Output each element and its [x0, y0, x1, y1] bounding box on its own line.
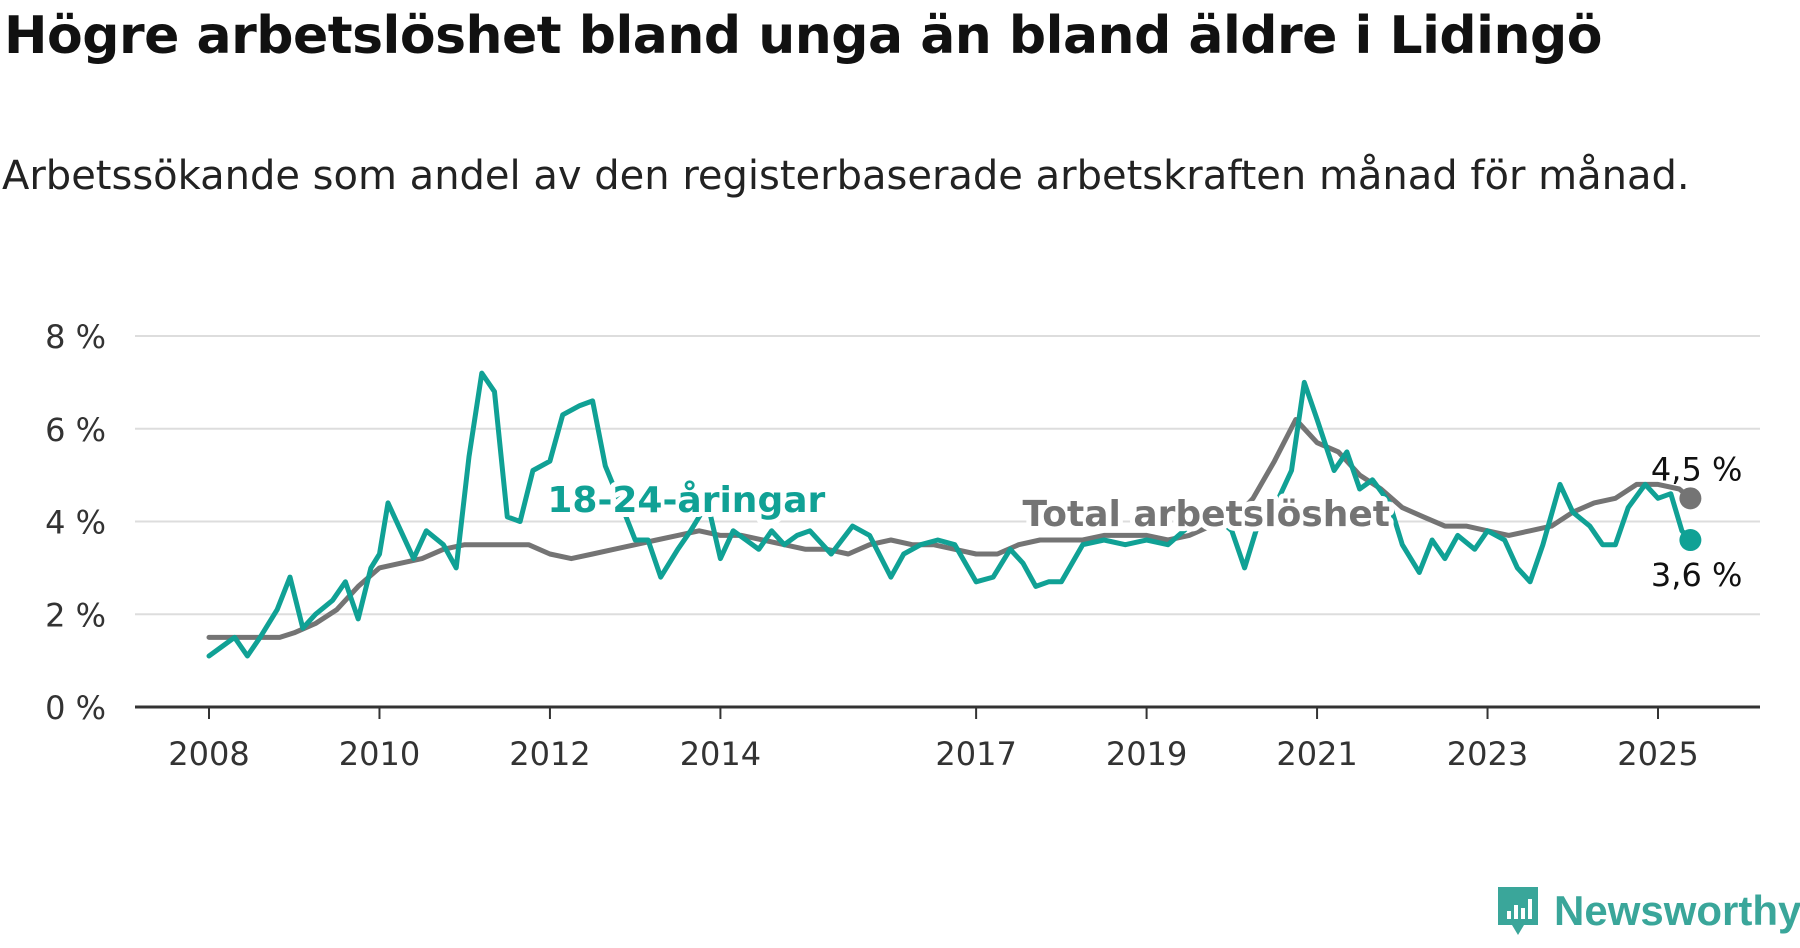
- end-label-youth: 3,6 %: [1651, 556, 1742, 594]
- end-marker-18-24-åringar: [1679, 529, 1702, 552]
- y-tick-label: 8 %: [45, 318, 106, 356]
- x-tick-label: 2025: [1617, 735, 1698, 773]
- series-line-total-arbetslöshet: [206, 417, 1693, 640]
- y-tick-label: 4 %: [45, 504, 106, 542]
- newsworthy-logo-icon: [1498, 887, 1538, 935]
- series-annotation-total-arbetslöshet: Total arbetslöshet: [1022, 494, 1390, 535]
- x-tick-label: 2017: [935, 735, 1016, 773]
- x-tick-label: 2010: [339, 735, 420, 773]
- x-tick-label: 2012: [509, 735, 590, 773]
- y-tick-label: 6 %: [45, 411, 106, 449]
- newsworthy-brand[interactable]: Newsworthy: [1494, 878, 1800, 944]
- end-marker-total-arbetslöshet: [1679, 487, 1702, 510]
- y-tick-label: 2 %: [45, 596, 106, 634]
- series-line-18-24-åringar: [206, 370, 1693, 659]
- chart-subtitle: Arbetssökande som andel av den registerb…: [2, 153, 1690, 199]
- brand-name: Newsworthy: [1554, 887, 1800, 934]
- x-tick-label: 2008: [168, 735, 249, 773]
- x-tick-label: 2021: [1276, 735, 1357, 773]
- chart-title: Högre arbetslöshet bland unga än bland ä…: [4, 6, 1602, 66]
- x-tick-label: 2023: [1447, 735, 1528, 773]
- end-label-total: 4,5 %: [1651, 450, 1742, 488]
- x-tick-label: 2014: [680, 735, 761, 773]
- series-annotation-18-24-åringar: 18-24-åringar: [547, 480, 825, 521]
- y-tick-label: 0 %: [45, 689, 106, 727]
- x-tick-label: 2019: [1106, 735, 1187, 773]
